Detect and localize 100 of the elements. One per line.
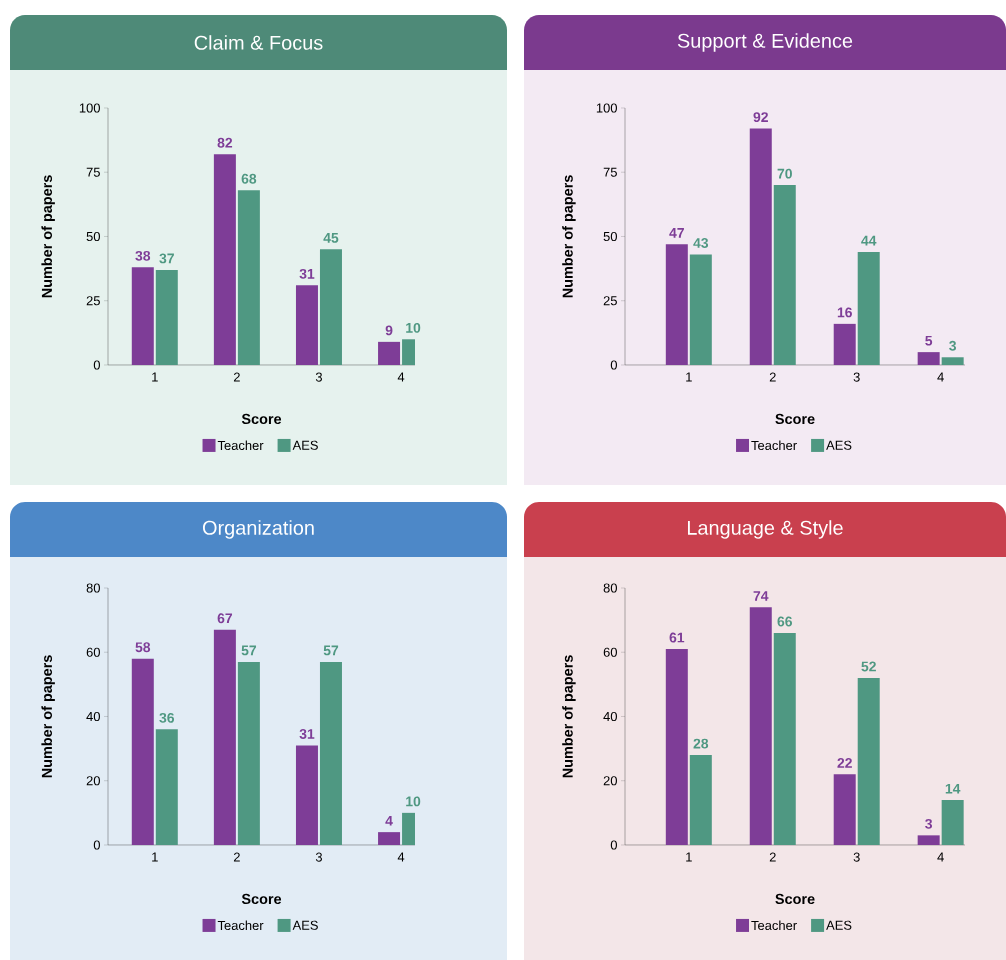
data-label: 4: [385, 816, 393, 826]
legend-label: Teacher: [751, 440, 797, 451]
chart-title: Organization: [202, 520, 314, 539]
y-tick-label: 100: [596, 103, 617, 113]
data-label: 82: [217, 137, 233, 148]
legend-label: Teacher: [751, 920, 797, 931]
bar: [295, 745, 318, 845]
y-tick-label: 40: [86, 711, 100, 722]
data-label: 61: [669, 632, 685, 643]
bar: [155, 269, 178, 365]
bar: [857, 251, 880, 365]
bar: [237, 190, 260, 365]
data-label: 52: [861, 661, 876, 672]
bar: [319, 661, 342, 845]
y-tick-label: 50: [86, 231, 100, 242]
bar: [131, 658, 154, 845]
bar: [749, 128, 772, 365]
bar: [749, 607, 772, 845]
x-tick-label: 2: [769, 372, 776, 382]
x-tick-label: 2: [233, 372, 240, 382]
x-axis-title: Score: [775, 893, 815, 905]
data-label: 10: [406, 322, 421, 333]
data-label: 57: [241, 645, 257, 656]
bar: [295, 285, 318, 365]
x-tick-label: 4: [397, 852, 405, 862]
data-label: 36: [159, 712, 175, 723]
y-tick-label: 60: [603, 647, 617, 657]
bar: [155, 729, 178, 845]
bar: [773, 632, 796, 845]
data-label: 44: [861, 235, 877, 246]
x-tick-label: 4: [937, 372, 944, 382]
x-tick-label: 3: [315, 852, 323, 862]
bar: [237, 661, 260, 845]
data-label: 57: [323, 645, 339, 656]
y-tick-label: 80: [603, 583, 617, 593]
y-tick-label: 0: [610, 360, 617, 370]
x-tick-label: 2: [769, 852, 776, 862]
bar: [917, 835, 940, 845]
data-label: 31: [299, 268, 315, 279]
x-tick-label: 3: [853, 852, 860, 862]
data-label: 74: [753, 591, 769, 601]
y-tick-label: 20: [86, 776, 100, 786]
bar: [131, 267, 154, 365]
x-tick-label: 1: [152, 852, 158, 862]
x-tick-label: 4: [937, 852, 944, 862]
data-label: 5: [925, 335, 933, 346]
data-label: 10: [406, 796, 421, 807]
legend-label: AES: [826, 920, 852, 930]
y-axis-title: Number of papers: [41, 175, 55, 298]
bar: [689, 254, 712, 365]
bar: [319, 249, 342, 365]
data-label: 22: [837, 758, 852, 768]
y-tick-label: 25: [603, 296, 617, 306]
x-tick-label: 4: [397, 372, 405, 382]
data-label: 66: [777, 616, 793, 627]
bar: [941, 800, 964, 845]
data-label: 70: [777, 168, 792, 179]
x-tick-label: 3: [315, 372, 323, 382]
y-tick-label: 0: [610, 840, 617, 850]
bar: [917, 352, 940, 365]
bar: [665, 649, 688, 845]
data-label: 14: [945, 783, 961, 794]
y-tick-label: 60: [86, 647, 100, 657]
data-label: 43: [693, 238, 709, 248]
y-tick-label: 75: [86, 167, 100, 177]
y-axis-title: Number of papers: [562, 175, 576, 298]
data-label: 37: [159, 253, 174, 264]
x-tick-label: 2: [233, 852, 240, 862]
legend-label: AES: [292, 920, 318, 930]
legend-label: Teacher: [217, 920, 264, 931]
y-tick-label: 80: [86, 583, 100, 593]
y-tick-label: 40: [603, 711, 617, 722]
data-label: 92: [753, 112, 768, 123]
data-label: 16: [837, 307, 852, 318]
y-axis-title: Number of papers: [562, 655, 576, 778]
bar: [857, 677, 880, 845]
x-tick-label: 1: [686, 372, 692, 382]
bar: [941, 357, 964, 365]
legend-label: AES: [826, 440, 852, 450]
bar: [833, 323, 856, 365]
bar: [213, 629, 236, 845]
legend-label: Teacher: [217, 440, 264, 451]
y-axis-title: Number of papers: [41, 655, 55, 778]
data-label: 68: [241, 173, 257, 184]
data-label: 45: [323, 233, 339, 243]
bar: [773, 185, 796, 365]
legend-label: AES: [292, 440, 318, 450]
x-tick-label: 3: [853, 372, 860, 382]
y-tick-label: 20: [603, 776, 617, 786]
chart-title: Support & Evidence: [677, 33, 853, 52]
data-label: 3: [949, 340, 957, 351]
data-label: 28: [693, 738, 709, 749]
x-axis-title: Score: [241, 413, 282, 425]
chart-title: Language & Style: [687, 520, 843, 539]
data-label: 9: [385, 325, 393, 336]
y-tick-label: 25: [86, 296, 100, 306]
y-tick-label: 0: [93, 840, 100, 850]
bar: [689, 755, 712, 845]
data-label: 47: [669, 228, 684, 238]
y-tick-label: 75: [603, 167, 617, 177]
